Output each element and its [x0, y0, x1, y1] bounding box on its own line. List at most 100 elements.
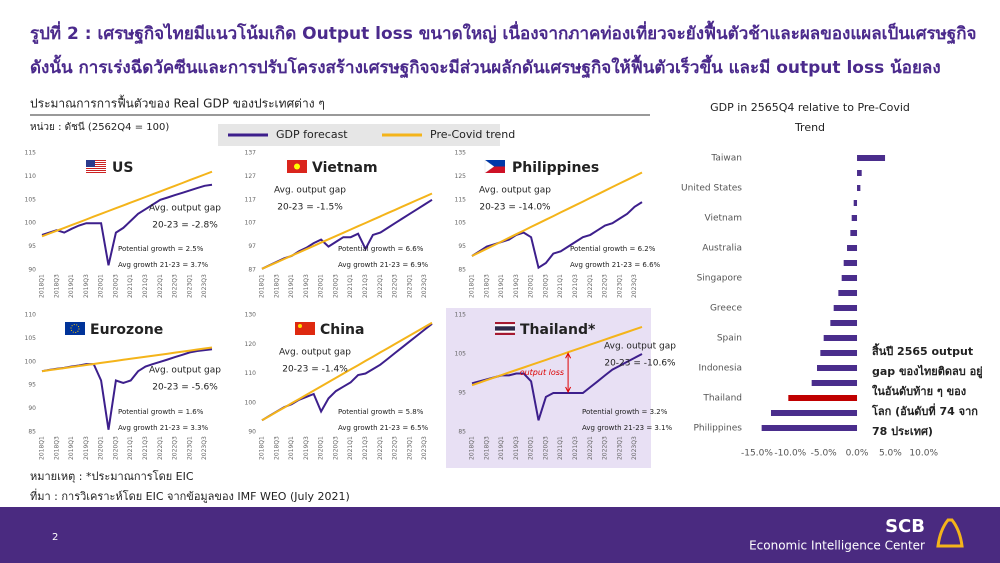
- legend-label: GDP forecast: [276, 128, 348, 141]
- small-multiple: 90 100 110 120 130 2018Q1 2018Q3 2019Q1 2019Q3 20…: [245, 312, 433, 460]
- flag: [65, 322, 85, 335]
- country-title: China: [320, 322, 364, 338]
- y-tick-label: 107: [245, 220, 257, 227]
- x-tick-label: 2018Q3: [483, 274, 490, 298]
- loss-label: output loss: [520, 368, 564, 377]
- potential-growth: Potential growth = 6.2%: [570, 245, 656, 253]
- unit: หน่วย : ดัชนี (2562Q4 = 100): [30, 121, 169, 133]
- x-tick-label: 2023Q1: [406, 274, 413, 298]
- y-tick-label: 100: [245, 399, 257, 406]
- x-tick-label: 2018Q1: [469, 436, 476, 460]
- bar: [833, 305, 858, 311]
- bar: [850, 230, 858, 236]
- country-title: US: [112, 160, 133, 176]
- x-tick-label: 2023Q1: [186, 436, 193, 460]
- small-multiple: 85 95 105 115 2018Q1 2018Q3 2019Q1 2019Q3 2020Q1…: [455, 312, 677, 461]
- x-tick-label: 2021Q1: [347, 436, 354, 460]
- x-tick-label: 2018Q1: [259, 436, 266, 460]
- x-tick-label: 2023Q3: [421, 274, 428, 298]
- x-tick-label: 2022Q3: [172, 436, 179, 460]
- x-tick-label: 2019Q3: [83, 436, 90, 460]
- x-tick-label: 2019Q1: [498, 436, 505, 460]
- gap-value: 20-23 = -10.6%: [604, 359, 676, 369]
- legend-label: Pre-Covid trend: [430, 128, 515, 141]
- y-tick-label: 90: [28, 267, 36, 274]
- y-tick-label: 95: [458, 390, 466, 397]
- x-tick-label: 2019Q1: [68, 436, 75, 460]
- x-tick-label: 2018Q3: [273, 436, 280, 460]
- x-tick-label: 2020Q1: [98, 274, 105, 298]
- x-tick-label: 2020Q1: [318, 274, 325, 298]
- x-tick-label: 2018Q3: [273, 274, 280, 298]
- source: ที่มา : การวิเคราะห์โดย EIC จากข้อมูลของ…: [30, 488, 350, 503]
- x-tick-label: 2020Q1: [528, 274, 535, 298]
- gap-label: Avg. output gap: [279, 348, 351, 358]
- flag: [298, 324, 302, 328]
- x-tick-label: 2023Q3: [421, 436, 428, 460]
- y-tick-label: 100: [25, 220, 37, 227]
- y-tick-label: Singapore: [697, 274, 743, 284]
- x-tick-label: 2021Q1: [557, 436, 564, 460]
- x-tick-label: 10.0%: [909, 449, 938, 459]
- x-tick-label: 2022Q3: [602, 274, 609, 298]
- bar: [823, 335, 858, 341]
- y-tick-label: 135: [455, 150, 467, 157]
- series-line: [41, 183, 213, 266]
- x-tick-label: 2020Q1: [318, 436, 325, 460]
- page-number: 2: [52, 532, 58, 543]
- y-tick-label: 90: [248, 429, 256, 436]
- y-tick-label: 85: [458, 429, 466, 436]
- bar-chart-title: GDP in 2565Q4 relative to Pre-Covid Tren…: [710, 101, 910, 134]
- x-tick-label: 2021Q1: [127, 436, 134, 460]
- x-tick-label: 2020Q3: [542, 274, 549, 298]
- bar: [770, 410, 858, 416]
- x-tick-label: 2022Q3: [392, 274, 399, 298]
- y-tick-label: 117: [245, 196, 257, 203]
- y-tick-label: 105: [25, 335, 37, 342]
- gap-value: 20-23 = -14.0%: [479, 203, 551, 213]
- logo: [936, 518, 964, 548]
- x-tick-label: 2022Q3: [392, 436, 399, 460]
- x-tick-label: 2020Q3: [332, 274, 339, 298]
- y-tick-label: 105: [455, 351, 467, 358]
- x-tick-label: 2021Q3: [362, 436, 369, 460]
- flag: [495, 332, 515, 335]
- y-tick-label: 87: [248, 267, 256, 274]
- potential-growth: Potential growth = 6.6%: [338, 245, 424, 253]
- bar-annotation: สิ้นปี 2565 output gap ของไทยติดลบ อยู่ใ…: [872, 342, 984, 442]
- y-tick-label: United States: [681, 184, 742, 194]
- gap-arrow: [565, 352, 572, 394]
- y-tick-label: Thailand: [702, 394, 742, 404]
- x-tick-label: 2023Q3: [631, 436, 638, 460]
- y-tick-label: 95: [28, 382, 36, 389]
- y-tick-label: 110: [245, 370, 257, 377]
- x-tick-label: -5.0%: [811, 449, 838, 459]
- y-tick-label: 115: [455, 312, 467, 319]
- flag: [485, 160, 505, 167]
- subtitle: ประมาณการการฟื้นตัวของ Real GDP ของประเท…: [30, 95, 325, 111]
- avg-growth: Avg growth 21-23 = 3.3%: [118, 424, 209, 432]
- title-line: รูปที่ 2 : เศรษฐกิจไทยมีแนวโน้มเกิด Outp…: [30, 24, 977, 44]
- potential-growth: Potential growth = 1.6%: [118, 408, 204, 416]
- x-tick-label: 2019Q1: [498, 274, 505, 298]
- x-tick-label: 2023Q3: [201, 274, 208, 298]
- x-tick-label: 2021Q3: [572, 274, 579, 298]
- flag: [485, 166, 505, 173]
- bar: [761, 425, 858, 431]
- x-tick-label: 2021Q3: [142, 436, 149, 460]
- x-tick-label: 2023Q1: [616, 436, 623, 460]
- x-tick-label: 2022Q3: [602, 436, 609, 460]
- x-tick-label: 2022Q1: [377, 274, 384, 298]
- gap-label: Avg. output gap: [149, 204, 221, 214]
- gap-value: 20-23 = -5.6%: [152, 383, 218, 393]
- y-tick-label: 105: [25, 196, 37, 203]
- x-tick-label: 2019Q3: [513, 274, 520, 298]
- x-tick-label: -15.0%: [741, 449, 773, 459]
- y-tick-label: 95: [458, 243, 466, 250]
- x-tick-label: 2023Q3: [631, 274, 638, 298]
- bar: [857, 155, 886, 161]
- bar: [841, 275, 858, 281]
- y-tick-label: 127: [245, 173, 257, 180]
- x-tick-label: 2021Q3: [362, 274, 369, 298]
